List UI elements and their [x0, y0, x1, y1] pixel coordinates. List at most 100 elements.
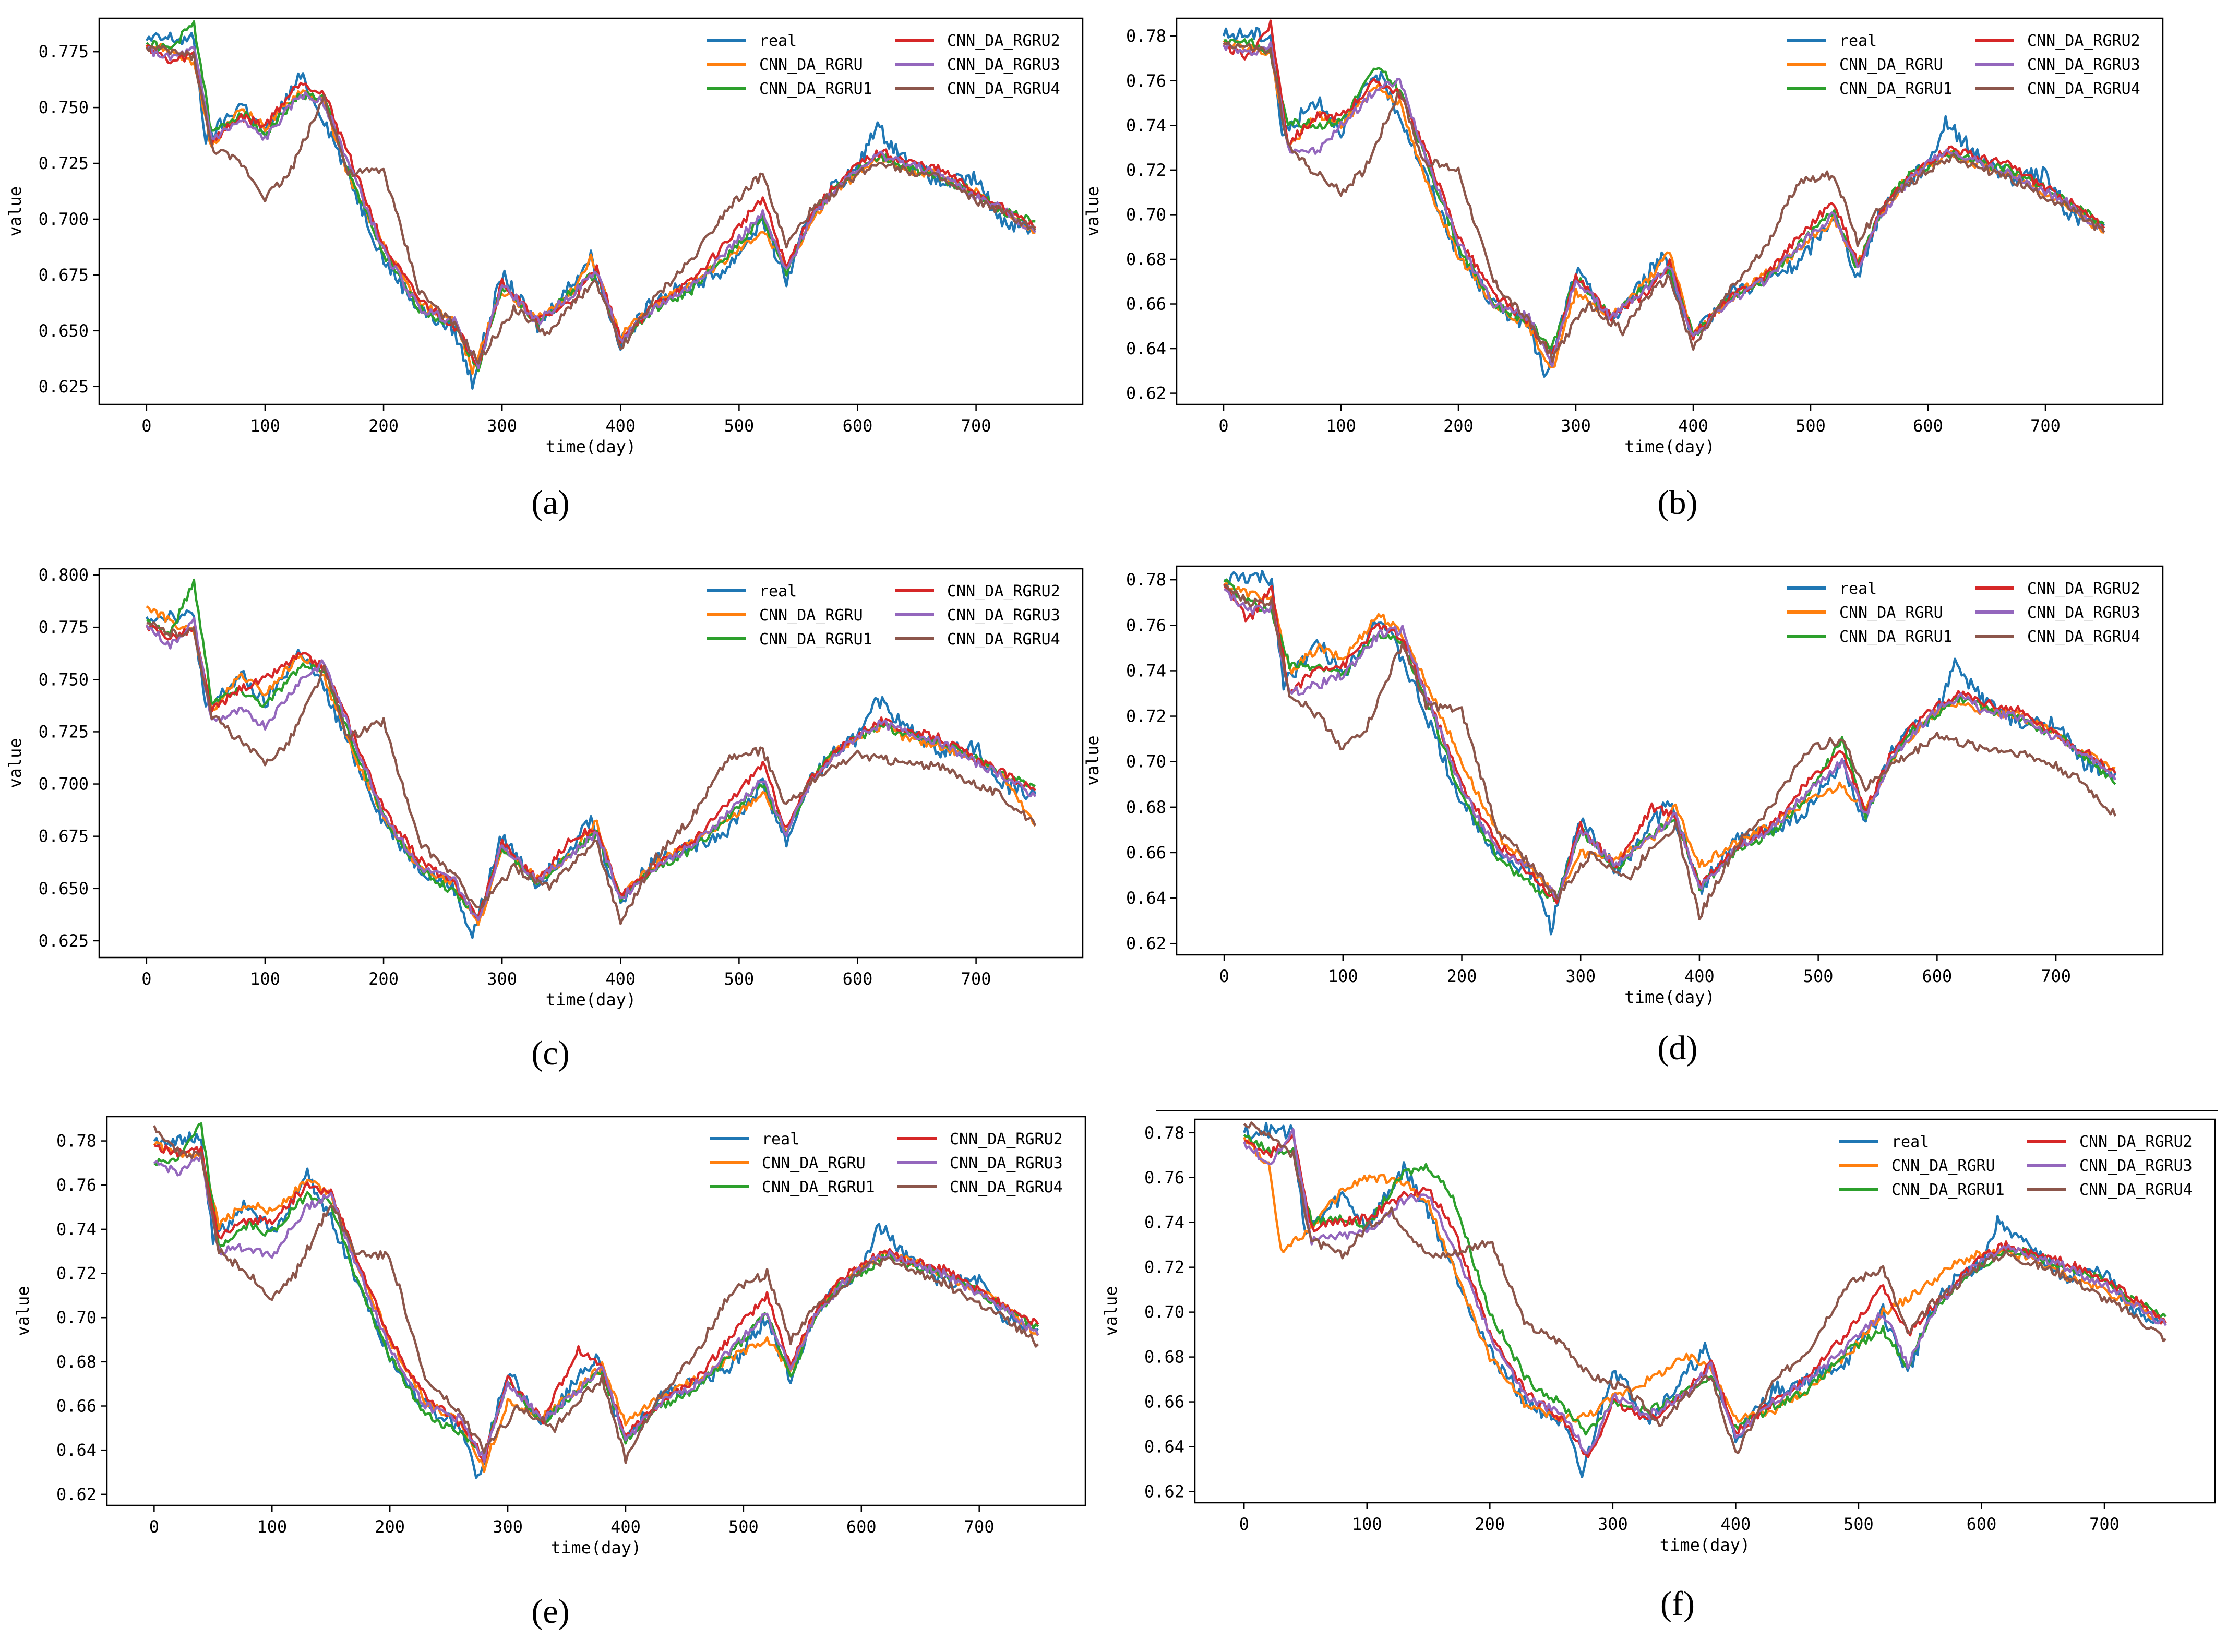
x-tick-label: 0	[1219, 966, 1229, 986]
x-tick-label: 0	[1239, 1514, 1249, 1534]
legend-item-CNN_DA_RGRU1: CNN_DA_RGRU1	[1839, 1181, 2005, 1199]
legend-item-real: real	[707, 582, 797, 601]
x-tick-label: 400	[605, 969, 636, 989]
legend-item-real: real	[707, 32, 797, 50]
legend-item-real: real	[1787, 580, 1877, 598]
legend-label: CNN_DA_RGRU	[1839, 604, 1943, 622]
legend-label: real	[1839, 32, 1877, 50]
y-tick-label: 0.64	[1144, 1437, 1184, 1457]
y-tick-label: 0.775	[39, 617, 89, 637]
x-tick-label: 300	[1598, 1514, 1628, 1534]
x-axis-label: time(day)	[546, 437, 636, 457]
x-tick-label: 600	[843, 969, 873, 989]
series-line-real	[145, 31, 1036, 390]
series-line-CNN_DA_RGRU	[1243, 1136, 2166, 1423]
legend-item-CNN_DA_RGRU: CNN_DA_RGRU	[1787, 604, 1943, 622]
x-tick-label: 500	[1803, 966, 1834, 986]
panel-caption: (f)	[1660, 1585, 1695, 1623]
series-line-real	[1222, 27, 2105, 378]
series-line-CNN_DA_RGRU1	[146, 20, 1036, 373]
legend-item-CNN_DA_RGRU1: CNN_DA_RGRU1	[1787, 80, 1953, 98]
x-tick-label: 600	[1922, 966, 1952, 986]
legend-label: CNN_DA_RGRU	[1839, 56, 1943, 74]
series-line-CNN_DA_RGRU1	[153, 1122, 1039, 1459]
x-tick-label: 400	[605, 416, 636, 436]
legend-label: CNN_DA_RGRU1	[1839, 628, 1953, 646]
x-axis-label: time(day)	[1660, 1535, 1750, 1555]
y-tick-label: 0.800	[39, 565, 89, 585]
panel-caption: (a)	[531, 484, 569, 522]
legend-label: CNN_DA_RGRU3	[947, 56, 1060, 74]
y-tick-label: 0.76	[1144, 1168, 1184, 1188]
panel-caption: (b)	[1658, 484, 1698, 522]
series-group	[1223, 569, 2117, 936]
y-tick-label: 0.675	[39, 827, 89, 846]
legend-item-real: real	[710, 1130, 799, 1148]
y-tick-label: 0.775	[39, 42, 89, 62]
y-tick-label: 0.74	[1126, 115, 1166, 135]
legend-label: CNN_DA_RGRU	[762, 1154, 866, 1172]
legend-label: CNN_DA_RGRU3	[2079, 1157, 2193, 1175]
y-tick-label: 0.72	[1144, 1258, 1184, 1277]
y-tick-label: 0.62	[1144, 1482, 1184, 1502]
y-tick-label: 0.68	[1126, 249, 1166, 269]
legend-label: CNN_DA_RGRU3	[947, 606, 1060, 625]
series-line-CNN_DA_RGRU3	[1222, 41, 2105, 368]
x-tick-label: 700	[961, 969, 991, 989]
chart-panel-b: 0 100 200 300 400 500 600 700 0.62 0.64 0.66 0.68 0.…	[1083, 17, 2164, 522]
y-tick-label: 0.70	[1126, 752, 1166, 772]
x-tick-label: 200	[375, 1517, 405, 1537]
y-axis-label: value	[5, 186, 25, 236]
x-tick-label: 200	[1443, 416, 1474, 436]
legend-item-CNN_DA_RGRU3: CNN_DA_RGRU3	[895, 606, 1060, 625]
x-axis-label: time(day)	[1624, 987, 1715, 1007]
x-tick-label: 400	[1720, 1514, 1751, 1534]
y-tick-label: 0.650	[39, 879, 89, 899]
y-tick-label: 0.64	[56, 1440, 97, 1460]
x-tick-label: 200	[1447, 966, 1477, 986]
x-tick-label: 0	[149, 1517, 159, 1537]
x-tick-label: 100	[250, 969, 280, 989]
x-tick-label: 700	[2041, 966, 2071, 986]
y-axis-label: value	[5, 738, 25, 788]
plot-frame	[1194, 1118, 2216, 1504]
legend-label: CNN_DA_RGRU2	[947, 582, 1060, 601]
y-tick-label: 0.78	[1126, 26, 1166, 46]
y-tick-label: 0.750	[39, 98, 89, 117]
legend-item-CNN_DA_RGRU4: CNN_DA_RGRU4	[895, 630, 1060, 649]
series-line-CNN_DA_RGRU3	[146, 45, 1037, 369]
x-tick-label: 600	[843, 416, 873, 436]
series-line-CNN_DA_RGRU2	[1243, 1133, 2167, 1458]
legend-label: real	[1839, 580, 1877, 598]
y-tick-label: 0.68	[56, 1352, 97, 1372]
legend-item-CNN_DA_RGRU3: CNN_DA_RGRU3	[1975, 604, 2140, 622]
series-line-CNN_DA_RGRU3	[1223, 588, 2116, 900]
series-line-CNN_DA_RGRU	[145, 43, 1036, 375]
series-group	[145, 20, 1037, 390]
y-tick-label: 0.700	[39, 209, 89, 229]
x-tick-label: 700	[2030, 416, 2061, 436]
legend-item-CNN_DA_RGRU: CNN_DA_RGRU	[707, 56, 863, 74]
series-line-real	[1243, 1121, 2166, 1478]
panel-caption: (d)	[1658, 1029, 1698, 1067]
x-tick-label: 700	[2089, 1514, 2120, 1534]
legend-label: CNN_DA_RGRU3	[2027, 604, 2140, 622]
x-tick-label: 600	[846, 1517, 877, 1537]
plot-frame	[1176, 565, 2164, 956]
x-tick-label: 400	[1684, 966, 1715, 986]
chart-panel-d: 0 100 200 300 400 500 600 700 0.62 0.64 0.66 0.68 0.…	[1083, 565, 2164, 1067]
y-tick-label: 0.725	[39, 722, 89, 741]
x-tick-label: 700	[964, 1517, 995, 1537]
x-tick-label: 0	[1218, 416, 1228, 436]
series-line-real	[145, 609, 1037, 939]
legend-label: CNN_DA_RGRU1	[1891, 1181, 2005, 1199]
x-tick-label: 100	[1328, 966, 1358, 986]
y-tick-label: 0.625	[39, 931, 89, 951]
y-tick-label: 0.650	[39, 321, 89, 341]
plot-frame	[1176, 17, 2164, 405]
chart-panel-a: 0 100 200 300 400 500 600 700 0.625 0.650 0.675 0.7…	[5, 17, 1084, 522]
y-tick-label: 0.625	[39, 377, 89, 397]
legend-label: real	[759, 582, 797, 601]
legend-item-CNN_DA_RGRU2: CNN_DA_RGRU2	[897, 1130, 1063, 1148]
